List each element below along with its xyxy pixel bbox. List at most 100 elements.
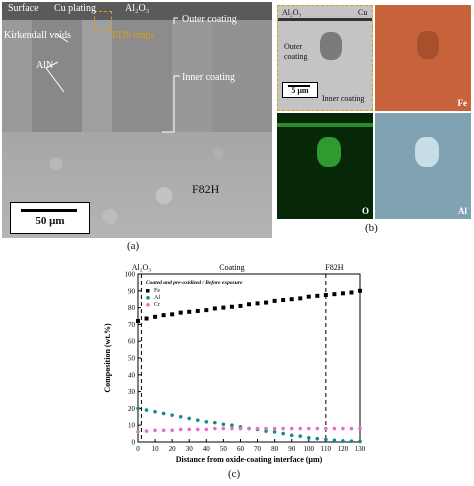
data-point-fe xyxy=(306,294,311,299)
legend-marker-al xyxy=(146,296,150,300)
al2o3-label: Al₂O₃ xyxy=(125,3,150,14)
legend-label-cr: Cr xyxy=(154,302,160,308)
x-tick-label: 40 xyxy=(203,445,211,453)
y-tick-label: 10 xyxy=(128,422,136,430)
data-point-fe xyxy=(289,297,294,302)
data-point-al xyxy=(144,408,149,412)
oxide-line xyxy=(278,18,372,21)
data-point-cr xyxy=(178,427,183,432)
surface-layer xyxy=(2,2,272,20)
data-point-al xyxy=(221,422,226,427)
eds-scale-box: 5 μm xyxy=(282,82,318,98)
data-point-al xyxy=(178,415,183,419)
coating-grain xyxy=(112,20,172,132)
y-tick-label: 80 xyxy=(128,304,136,312)
x-tick-label: 50 xyxy=(220,445,228,453)
data-point-fe xyxy=(255,301,260,306)
x-axis-label: Distance from oxide-coating interface (μ… xyxy=(176,455,323,464)
x-tick-label: 20 xyxy=(169,445,177,453)
data-point-al xyxy=(306,436,311,440)
surface-label: Surface xyxy=(8,3,39,14)
data-point-cr xyxy=(247,426,251,431)
data-point-cr xyxy=(332,426,337,431)
data-point-fe xyxy=(358,288,362,293)
data-point-al xyxy=(153,409,157,414)
data-point-cr xyxy=(230,426,234,431)
data-point-fe xyxy=(272,298,277,303)
data-point-cr xyxy=(349,426,354,431)
data-point-al xyxy=(161,411,166,416)
data-point-cr xyxy=(324,426,328,431)
region-annotation: Al₂O₃ xyxy=(132,263,152,272)
aln-label: AlN xyxy=(36,60,54,71)
inner-coating-bracket xyxy=(162,75,180,133)
y-tick-label: 100 xyxy=(125,271,136,279)
fe-map: Fe xyxy=(375,5,471,111)
data-point-al xyxy=(341,439,345,443)
data-point-al xyxy=(230,423,234,427)
x-tick-label: 30 xyxy=(186,445,194,453)
data-point-al xyxy=(315,436,320,441)
data-point-cr xyxy=(195,427,200,432)
data-point-cr xyxy=(281,426,285,431)
al-map: Al xyxy=(375,113,471,219)
o-map-label: O xyxy=(361,206,369,216)
data-point-fe xyxy=(161,313,166,318)
al-map-label: Al xyxy=(458,206,467,216)
data-point-fe xyxy=(298,296,303,301)
y-tick-label: 50 xyxy=(128,355,136,363)
data-point-cr xyxy=(153,428,157,433)
region-annotation: F82H xyxy=(325,263,343,272)
eds-coating-label: coating xyxy=(284,52,308,61)
cu-plating-label: Cu plating xyxy=(54,3,96,14)
y-tick-label: 30 xyxy=(128,388,136,396)
data-point-al xyxy=(170,413,174,417)
data-point-cr xyxy=(136,430,140,434)
eds-scale-bar xyxy=(288,85,310,87)
y-tick-label: 20 xyxy=(128,405,136,413)
oxide-inclusion xyxy=(320,32,342,60)
coating-grain xyxy=(32,20,82,132)
data-point-cr xyxy=(298,426,303,431)
y-tick-label: 90 xyxy=(128,287,136,295)
data-point-fe xyxy=(170,312,175,317)
x-tick-label: 130 xyxy=(355,445,366,453)
data-point-al xyxy=(298,434,303,438)
x-tick-label: 100 xyxy=(304,445,315,453)
data-point-fe xyxy=(264,300,269,305)
o-map: O xyxy=(277,113,373,219)
data-point-al xyxy=(204,420,209,424)
data-point-fe xyxy=(195,308,200,313)
data-point-fe xyxy=(349,290,354,295)
legend-label-al: Al xyxy=(154,295,160,301)
data-point-fe xyxy=(212,306,217,311)
data-point-fe xyxy=(136,319,140,324)
data-point-fe xyxy=(323,293,328,297)
data-point-fe xyxy=(332,292,337,297)
data-point-fe xyxy=(229,304,234,309)
legend-marker-cr xyxy=(146,303,150,307)
data-point-fe xyxy=(238,303,243,308)
fe-map-label: Fe xyxy=(457,98,468,108)
eds-outer-label: Outer xyxy=(284,42,303,51)
data-point-cr xyxy=(306,426,311,431)
coating-grain xyxy=(82,20,112,132)
scale-bar-box: 50 μm xyxy=(10,202,90,234)
data-point-fe xyxy=(178,310,183,315)
data-point-cr xyxy=(358,426,362,431)
eds-cu-label: Cu xyxy=(358,8,368,17)
eds-al2o3-label: Al₂O₃ xyxy=(282,8,302,17)
data-point-al xyxy=(324,437,328,442)
data-point-cr xyxy=(213,426,217,431)
data-point-cr xyxy=(264,426,268,431)
coating-grain xyxy=(2,20,32,132)
data-point-al xyxy=(289,433,294,438)
coating-grain xyxy=(212,20,272,132)
data-point-fe xyxy=(315,293,320,298)
data-point-al xyxy=(264,429,268,433)
eds-se-image: Al₂O₃ Cu Outer coating 5 μm Inner coatin… xyxy=(277,5,373,111)
data-point-fe xyxy=(187,309,192,314)
data-point-cr xyxy=(170,428,174,433)
o-surface-line xyxy=(277,123,373,127)
data-point-cr xyxy=(289,426,294,431)
